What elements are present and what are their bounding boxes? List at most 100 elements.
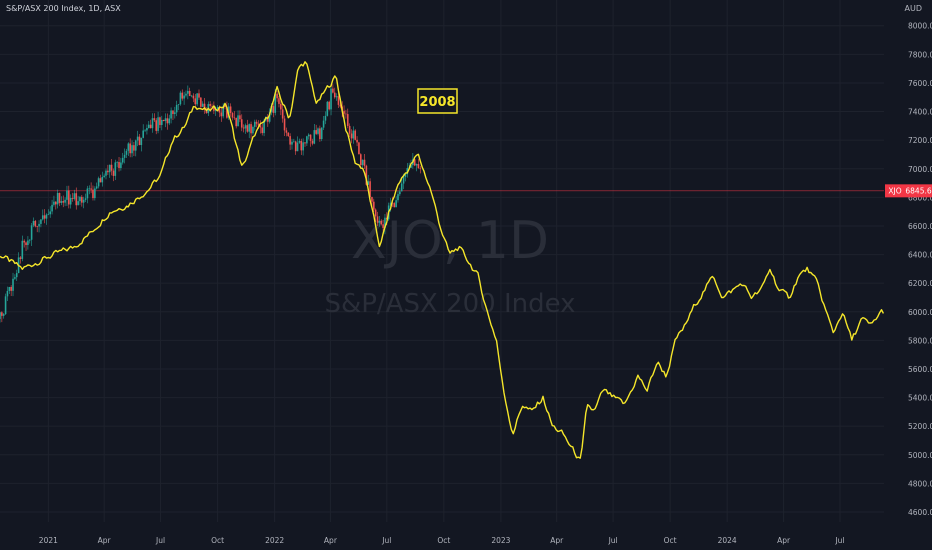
candle-body — [181, 92, 184, 99]
candle-body — [291, 141, 293, 145]
candle-body — [253, 121, 256, 127]
candle-body — [192, 95, 195, 99]
y-tick-label: 5800.0 — [908, 336, 932, 345]
y-tick-label: 5000.0 — [908, 451, 932, 460]
candle-body — [157, 117, 159, 131]
candle-body — [320, 127, 323, 140]
candle-body — [14, 277, 16, 279]
y-tick-label: 7000.0 — [908, 165, 932, 174]
candle-body — [333, 92, 336, 98]
candle-body — [159, 117, 161, 125]
candle-body — [121, 157, 124, 163]
overlay-line-series — [0, 61, 885, 459]
candle-body — [116, 162, 118, 163]
x-tick-label: Oct — [664, 536, 677, 545]
candle-body — [164, 118, 167, 122]
candle-body — [185, 93, 187, 96]
candle-body — [77, 201, 79, 206]
candle-body — [88, 188, 91, 190]
candle-body — [380, 220, 383, 225]
candle-body — [373, 201, 375, 210]
candle-body — [322, 120, 325, 128]
candle-body — [220, 112, 223, 117]
candle-body — [166, 118, 169, 124]
candle-body — [382, 224, 384, 229]
candle-body — [272, 106, 275, 113]
candle-body — [294, 141, 297, 152]
candle-body — [348, 125, 351, 134]
candle-body — [240, 119, 243, 128]
candle-body — [255, 121, 258, 124]
candle-body — [43, 215, 46, 219]
candle-body — [233, 117, 236, 119]
candle-body — [30, 225, 33, 240]
x-tick-label: Oct — [437, 536, 450, 545]
candle-body — [69, 198, 72, 205]
candle-body — [226, 106, 228, 118]
candle-body — [235, 117, 237, 127]
candle-body — [144, 130, 146, 132]
candle-body — [84, 198, 87, 200]
candle-body — [25, 242, 27, 246]
y-tick-label: 7600.0 — [908, 79, 932, 88]
candle-body — [15, 273, 18, 278]
x-axis: 2021 Apr Jul Oct 2022 Apr Jul Oct 2023 Apr Jul Oct 2… — [39, 536, 845, 545]
candle-body — [285, 130, 288, 133]
candle-body — [51, 204, 53, 212]
candle-body — [40, 219, 42, 224]
candle-body — [378, 220, 381, 223]
candle-body — [58, 192, 61, 203]
candle-body — [190, 95, 193, 97]
candle-body — [218, 107, 221, 113]
price-tag-ticker: XJO — [888, 187, 901, 196]
candle-body — [278, 98, 280, 104]
candle-body — [4, 296, 7, 315]
candle-body — [300, 140, 303, 151]
candle-body — [216, 107, 219, 110]
candle-body — [311, 140, 314, 144]
candle-body — [231, 112, 234, 118]
y-tick-label: 7200.0 — [908, 136, 932, 145]
candle-body — [319, 128, 321, 140]
candle-body — [227, 106, 230, 118]
x-tick-label: Jul — [608, 536, 618, 545]
candle-body — [384, 217, 386, 229]
candle-body — [315, 130, 317, 134]
candle-body — [66, 190, 68, 200]
y-tick-label: 4600.0 — [908, 508, 932, 517]
candle-body — [188, 90, 191, 96]
candle-body — [257, 123, 260, 126]
candle-body — [261, 127, 264, 134]
candle-body — [404, 174, 407, 177]
annotation-box: 2008 — [417, 88, 458, 114]
candle-body — [179, 92, 182, 105]
candle-body — [60, 201, 63, 203]
candle-body — [280, 103, 282, 110]
candle-body — [71, 198, 74, 199]
candle-body — [302, 142, 304, 151]
candle-body — [153, 118, 156, 121]
watermark-name: S&P/ASX 200 Index — [324, 289, 575, 319]
candle-body — [64, 199, 66, 203]
candle-body — [209, 104, 211, 106]
candle-body — [134, 140, 137, 151]
candle-body — [79, 196, 81, 202]
candle-body — [222, 106, 224, 117]
candle-body — [175, 104, 178, 113]
candle-body — [136, 136, 139, 141]
candle-body — [8, 286, 11, 291]
candle-body — [183, 95, 185, 99]
candle-body — [203, 103, 206, 110]
candle-body — [56, 192, 59, 205]
candle-body — [324, 115, 327, 121]
candle-body — [395, 200, 397, 208]
candle-body — [376, 216, 379, 223]
candle-body — [194, 98, 197, 105]
x-tick-label: Oct — [211, 536, 224, 545]
candle-body — [151, 118, 154, 129]
candle-body — [359, 154, 362, 166]
candle-body — [356, 139, 358, 143]
candle-body — [289, 136, 291, 145]
